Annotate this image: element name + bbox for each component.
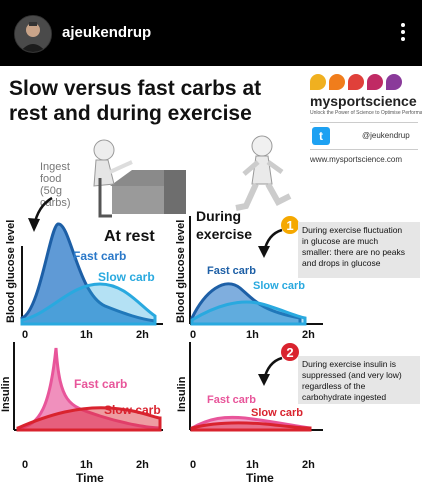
svg-text:Blood glucose level: Blood glucose level [175, 220, 187, 323]
svg-text:1h: 1h [80, 459, 93, 471]
slow-carb-insulin-curve [190, 421, 312, 432]
chart-top-right: Fast carb Slow carb During exercise Bloo… [175, 208, 420, 341]
user-icon [15, 16, 51, 52]
svg-text:Fast carb: Fast carb [207, 394, 256, 406]
brand-name: mysportscience [310, 93, 417, 109]
fast-carb-glucose-curve [20, 222, 157, 326]
slow-carb-insulin-curve [16, 406, 162, 432]
note-line4: and drops in glucose [302, 258, 381, 268]
twitter-icon[interactable]: t [312, 127, 330, 145]
svg-text:Slow carb: Slow carb [104, 403, 161, 417]
page-title: Slow versus fast carbs at rest and durin… [9, 77, 262, 125]
fast-carb-label: Fast carb [73, 249, 126, 263]
note-box [298, 356, 420, 404]
chart-area: Fast carb Slow carb At rest Blood glucos… [0, 135, 420, 485]
slow-carb-label: Slow carb [253, 280, 305, 292]
panel-label-during-line2: exercise [196, 226, 252, 242]
svg-text:Insulin: Insulin [0, 376, 12, 412]
brand-tagline: Unlock the Power of Science to Optimise … [310, 110, 422, 116]
svg-text:Insulin: Insulin [176, 376, 188, 412]
svg-text:carbohydrate ingested: carbohydrate ingested [302, 392, 386, 402]
chart-top-left: Fast carb Slow carb At rest Blood glucos… [5, 161, 163, 341]
badge-2 [281, 343, 299, 361]
svg-text:1h: 1h [246, 459, 259, 471]
slow-carb-glucose-curve [190, 300, 307, 326]
svg-text:suppressed (and very low): suppressed (and very low) [302, 370, 402, 380]
svg-text:Time: Time [76, 471, 104, 485]
note-line1: During exercise fluctuation [302, 225, 402, 235]
more-options-icon[interactable] [400, 23, 406, 44]
website-url[interactable]: www.mysportscience.com [310, 155, 403, 164]
annotation-ingest-line1: Ingest [40, 161, 70, 173]
svg-text:0: 0 [190, 459, 196, 471]
resting-figure-illustration [93, 139, 186, 218]
svg-text:0: 0 [22, 459, 28, 471]
svg-text:2h: 2h [302, 329, 315, 341]
svg-text:2h: 2h [136, 459, 149, 471]
annotation-ingest-line3: (50g [40, 185, 62, 197]
annotation-arrowhead [28, 218, 40, 232]
svg-text:Slow carb: Slow carb [251, 407, 303, 419]
twitter-handle[interactable]: @jeukendrup [362, 131, 410, 140]
post-header: ajeukendrup [0, 0, 422, 66]
note-line3: smaller: there are no peaks [302, 247, 405, 257]
fast-carb-label: Fast carb [207, 265, 256, 277]
chart-bottom-right: Fast carb Slow carb Insulin 2 During exe… [176, 342, 420, 485]
svg-text:0: 0 [190, 329, 196, 341]
twitter-box: t @jeukendrup [310, 122, 418, 150]
post-image: Slow versus fast carbs at rest and durin… [0, 66, 422, 500]
brand-logo-icon [310, 74, 418, 90]
brand-block: mysportscience Unlock the Power of Scien… [310, 74, 422, 164]
slow-carb-label: Slow carb [98, 270, 155, 284]
svg-text:1: 1 [286, 218, 293, 233]
svg-text:regardless of the: regardless of the [302, 381, 366, 391]
svg-text:Time: Time [246, 471, 274, 485]
note-line2: in glucose are much [302, 236, 378, 246]
chart-bottom-left: Fast carb Slow carb Insulin 0 1h 2h Time [0, 342, 163, 485]
svg-text:Fast carb: Fast carb [74, 377, 127, 391]
svg-text:2h: 2h [136, 329, 149, 341]
panel-label-during-line1: During [196, 208, 241, 224]
svg-text:2: 2 [286, 345, 293, 360]
svg-text:1h: 1h [80, 329, 93, 341]
svg-text:0: 0 [22, 329, 28, 341]
fast-carb-insulin-curve [16, 347, 162, 432]
svg-text:During exercise insulin is: During exercise insulin is [302, 359, 396, 369]
username[interactable]: ajeukendrup [62, 24, 152, 41]
avatar[interactable] [14, 15, 52, 53]
svg-text:1h: 1h [246, 329, 259, 341]
svg-text:2h: 2h [302, 459, 315, 471]
annotation-ingest-line2: food [40, 173, 61, 185]
note-box [298, 222, 420, 278]
running-figure-illustration [235, 135, 292, 211]
slow-carb-glucose-curve [20, 282, 157, 326]
panel-label-at-rest: At rest [104, 228, 155, 245]
y-axis-label: Blood glucose level [5, 220, 17, 323]
badge-1 [281, 216, 299, 234]
